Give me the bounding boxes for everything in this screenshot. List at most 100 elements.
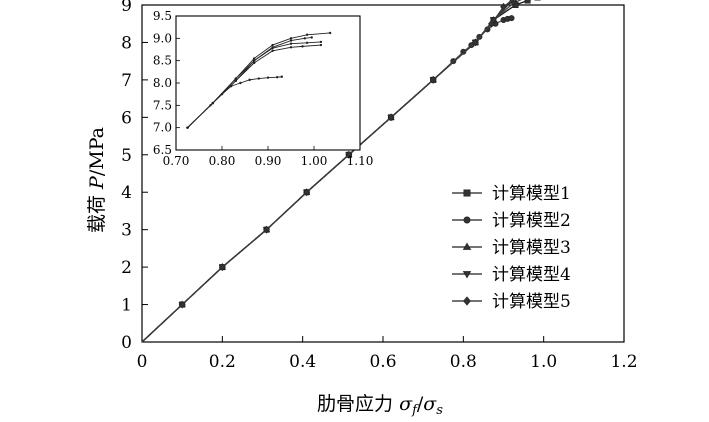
inset-data-point [276,75,279,79]
legend-item: 计算模型3 [452,238,571,258]
inset-data-point [301,45,304,48]
inset-data-point [305,41,309,44]
data-point [218,263,226,272]
x-tick-label: 0.2 [209,352,236,372]
data-point [263,225,270,234]
inset-data-point [289,37,293,40]
legend-label: 计算模型3 [492,238,571,258]
x-tick-label: 0 [137,352,148,372]
y-tick-label: 1 [121,296,132,316]
inset-data-point [328,31,332,35]
inset-series-5 [186,36,313,129]
inset-y-tick-label: 9.0 [153,31,172,45]
inset-data-point [186,126,189,129]
inset-data-point [289,42,293,45]
inset-data-point [289,46,293,49]
x-tick-label: 0.4 [289,352,316,372]
y-tick-label: 8 [121,33,132,53]
inset-data-point [319,40,323,44]
legend-label: 计算模型5 [492,292,571,312]
inset-data-point [305,33,309,36]
legend-marker [462,242,472,250]
data-point [509,0,518,7]
y-tick-label: 0 [121,333,132,353]
data-point [524,0,531,4]
inset-data-point [257,77,260,80]
y-tick-label: 5 [121,146,132,166]
inset-data-point [303,37,306,40]
inset-x-tick-label: 0.80 [209,154,236,168]
inset-y-tick-label: 8.0 [153,76,172,90]
y-tick-label: 2 [121,258,132,278]
inset-data-point [271,46,274,49]
x-tick-label: 1.2 [610,352,637,372]
inset-y-tick-label: 8.5 [153,54,172,68]
inset-data-point [234,77,237,80]
legend-marker [463,216,471,224]
legend-label: 计算模型4 [492,265,571,285]
legend-label: 计算模型1 [492,184,571,204]
inset-data-point [319,43,323,47]
inset-x-tick-label: 1.10 [347,154,374,168]
data-point [524,0,527,2]
data-point [460,48,467,55]
legend: 计算模型1 计算模型2 计算模型3 计算模型4 计算模型5 [452,184,571,312]
legend-marker [463,296,471,306]
legend-marker [462,271,472,279]
inset-data-point [253,57,256,60]
inset-series-line [187,36,312,128]
x-axis-title: 肋骨应力 σf/σs [317,393,443,418]
legend-item: 计算模型2 [452,211,571,231]
data-point [500,2,507,11]
legend-item: 计算模型5 [452,292,571,312]
inset-data-point [239,81,242,85]
legend-marker [463,189,471,197]
inset-plot: 0.70 0.80 0.90 1.00 1.10 6.5 7.0 7.5 8.0 8.5 9.0 9.… [153,9,373,168]
inset-data-point [248,78,251,82]
inset-y-tick-label: 9.5 [153,9,172,23]
y-tick-label: 9 [121,0,132,16]
inset-x-tick-label: 0.90 [255,154,282,168]
data-point [387,113,395,122]
data-point [178,300,186,309]
legend-item: 计算模型1 [452,184,571,204]
y-tick-label: 6 [121,108,132,128]
data-point [514,0,517,2]
data-point [345,150,353,159]
inset-data-point [234,79,237,82]
data-point [488,19,495,28]
inset-data-point [253,59,256,62]
inset-data-point [271,43,274,47]
main-axes: 0 0.2 0.4 0.6 0.8 1.0 1.2 0 1 2 3 4 5 6 7 8 9 [121,0,637,372]
x-tick-label: 0.8 [450,352,477,372]
x-tick-label: 0.6 [369,352,396,372]
y-tick-label: 4 [121,183,132,203]
legend-item: 计算模型4 [452,265,571,285]
inset-y-tick-label: 7.5 [153,98,172,112]
data-point [472,38,479,47]
x-tick-label: 1.0 [530,352,557,372]
y-tick-label: 7 [121,71,132,91]
inset-data-point [271,49,274,53]
inset-x-tick-label: 0.70 [163,154,190,168]
y-axis-title: 载荷 P/MPa [86,127,108,233]
legend-label: 计算模型2 [492,211,571,231]
data-point [303,188,311,197]
inset-data-point [280,75,283,78]
inset-data-point [211,101,214,105]
inset-data-point [253,61,256,65]
data-point [508,15,515,22]
y-tick-label: 3 [121,221,132,241]
series-5 [141,0,517,343]
data-point [429,75,437,84]
inset-data-point [310,36,313,39]
inset-data-point [266,76,270,79]
main-series-group [141,0,541,343]
inset-data-point [289,39,293,42]
inset-frame [175,15,361,151]
inset-y-tick-label: 7.0 [153,121,172,135]
inset-y-tick-label: 6.5 [153,143,172,157]
inset-x-tick-label: 1.00 [301,154,328,168]
